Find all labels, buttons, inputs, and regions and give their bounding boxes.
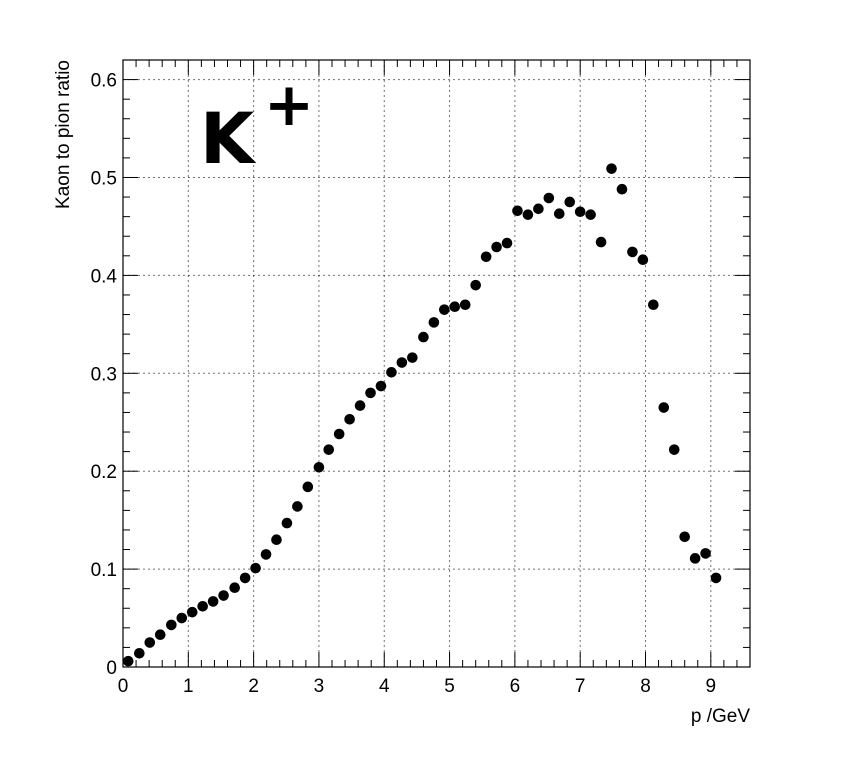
data-point — [229, 582, 240, 593]
data-point — [271, 534, 282, 546]
data-point — [375, 380, 387, 392]
data-point — [616, 183, 628, 195]
data-point — [533, 203, 544, 215]
tick-labels: 0 1 2 3 4 5 6 7 8 9 0 0.1 0.2 0.3 0.4 0.5 0.6 — [91, 71, 717, 697]
data-points — [122, 163, 722, 667]
data-point — [574, 206, 586, 218]
data-point — [250, 562, 261, 574]
axis-ticks — [122, 60, 750, 668]
data-point — [154, 629, 166, 640]
y-axis-title: Kaon to pion ratio — [53, 60, 74, 209]
data-point — [543, 192, 555, 204]
data-point — [501, 237, 513, 249]
data-point — [439, 304, 450, 315]
x-tick-label: 4 — [379, 676, 390, 697]
x-axis-title: p /GeV — [691, 706, 750, 727]
x-tick-label: 5 — [444, 676, 455, 697]
y-tick-label: 0.6 — [91, 71, 117, 92]
data-point — [627, 246, 638, 258]
data-point — [260, 549, 272, 560]
data-point — [281, 517, 293, 529]
data-point — [313, 461, 325, 473]
y-tick-label: 0 — [106, 658, 117, 679]
x-tick-label: 3 — [314, 676, 325, 697]
data-point — [564, 196, 576, 208]
particle-annotation: K + — [200, 70, 314, 180]
data-point — [186, 606, 198, 618]
data-point — [553, 208, 565, 220]
x-tick-label: 0 — [118, 676, 129, 697]
data-point — [218, 590, 229, 601]
data-point — [323, 444, 335, 455]
data-point — [344, 414, 355, 425]
x-tick-label: 7 — [575, 676, 586, 697]
y-tick-label: 0.2 — [91, 462, 117, 483]
data-point — [122, 655, 134, 667]
data-point — [595, 236, 607, 248]
data-point — [428, 317, 440, 328]
x-tick-label: 8 — [640, 676, 651, 697]
data-point — [166, 619, 177, 631]
x-tick-label: 6 — [510, 676, 521, 697]
data-point — [365, 387, 376, 399]
y-tick-label: 0.5 — [91, 168, 117, 189]
data-point — [144, 637, 156, 648]
data-point — [606, 163, 617, 174]
y-tick-label: 0.1 — [91, 560, 117, 581]
data-point — [459, 299, 471, 311]
data-point — [668, 444, 680, 455]
data-point — [491, 241, 502, 253]
data-point — [700, 548, 711, 559]
data-point — [658, 402, 670, 413]
data-point — [470, 279, 481, 291]
data-point — [522, 209, 534, 220]
y-tick-label: 0.3 — [91, 364, 117, 385]
data-point — [239, 572, 251, 584]
data-point — [449, 301, 461, 313]
particle-annotation-charge: + — [264, 70, 314, 140]
data-point — [207, 596, 219, 607]
data-point — [512, 205, 523, 217]
data-point — [197, 601, 208, 612]
data-point — [292, 501, 303, 512]
data-point — [302, 481, 314, 493]
data-point — [418, 331, 429, 343]
data-point — [689, 553, 701, 564]
data-point — [679, 531, 690, 543]
x-tick-label: 1 — [183, 676, 194, 697]
data-point — [710, 572, 722, 584]
data-point — [386, 367, 397, 378]
data-point — [176, 612, 188, 624]
data-point — [407, 352, 418, 363]
x-tick-label: 9 — [706, 676, 717, 697]
particle-annotation-base: K — [200, 98, 257, 180]
data-point — [354, 400, 366, 411]
data-point — [648, 299, 659, 311]
data-point — [134, 647, 145, 659]
data-point — [396, 357, 408, 368]
y-tick-label: 0.4 — [91, 266, 118, 287]
data-point — [333, 428, 345, 440]
data-point — [637, 254, 649, 266]
data-point — [585, 209, 596, 220]
data-point — [480, 251, 492, 263]
x-tick-label: 2 — [248, 676, 259, 697]
